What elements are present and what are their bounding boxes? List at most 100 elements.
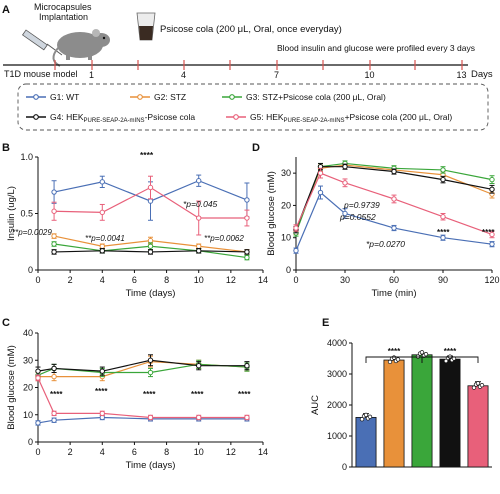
legend-item-g5: G5: HEKPURE-SEAP-2A-mINS+Psicose cola (2…	[226, 112, 452, 124]
x-tick-label: 14	[258, 275, 268, 285]
series-line	[295, 166, 493, 230]
data-point	[147, 249, 154, 255]
panel-a: A Microcapsules Implantation Psicose col…	[2, 2, 493, 131]
replicate-point	[475, 381, 481, 386]
x-tick-label: 10	[194, 275, 204, 285]
syringe-icon	[22, 29, 63, 56]
chart-auc: 0 1000 2000 3000 4000 AUC **** ****	[310, 338, 492, 472]
data-point	[51, 417, 57, 423]
legend-marker-g5	[233, 114, 239, 120]
mouse-icon	[52, 29, 110, 67]
data-point	[440, 176, 446, 183]
annotation: ****	[143, 390, 156, 399]
x-tick-label: 8	[164, 447, 169, 457]
x-tick-label: 4	[100, 275, 105, 285]
legend-main: HEK	[66, 112, 84, 122]
y-tick-label: 0	[28, 265, 33, 275]
days-label: Days	[471, 69, 493, 80]
legend-tail: -Psicose cola	[145, 112, 196, 122]
legend-main: HEK	[266, 112, 284, 122]
x-tick-label: 4	[100, 447, 105, 457]
replicate-point	[391, 355, 397, 360]
data-point	[51, 249, 57, 255]
y-tick-label: 20	[23, 383, 33, 393]
legend-marker-g2	[137, 94, 143, 100]
annotation: ****	[95, 387, 108, 396]
data-point	[489, 186, 495, 192]
data-point	[147, 184, 154, 191]
series-g2	[35, 355, 250, 382]
replicate-point	[443, 358, 449, 364]
series-line	[295, 191, 493, 251]
data-point	[196, 215, 202, 221]
x-tick-label: 90	[438, 275, 448, 285]
x-tick-label: 12	[226, 275, 236, 285]
replicate-point	[419, 350, 425, 355]
x-tick-label: 2	[68, 447, 73, 457]
series-line	[37, 363, 247, 376]
y-tick-label: 10	[281, 233, 291, 243]
annotation: ****	[482, 228, 495, 237]
chart-insulin: 0 2 4 6 8 10 12 14 0 0.5 1.0 Time (days) Insulin (ug…	[6, 150, 268, 299]
cola-cup-icon	[136, 12, 156, 41]
data-point	[317, 170, 324, 176]
data-point	[489, 231, 495, 238]
data-point	[391, 168, 397, 175]
y-tick-label: 40	[23, 328, 33, 338]
annotation: ****	[388, 347, 401, 356]
data-point	[440, 214, 446, 220]
bar-g3	[411, 354, 433, 468]
data-point	[196, 248, 202, 254]
series-line	[37, 377, 247, 419]
panel-b-letter: B	[2, 142, 10, 154]
data-point	[196, 243, 202, 249]
data-point	[51, 233, 57, 239]
y-tick-label: 30	[23, 355, 33, 365]
data-point	[99, 179, 105, 185]
y-tick-label: 0.5	[20, 209, 33, 219]
replicate-point	[479, 383, 485, 388]
data-point	[196, 363, 202, 369]
x-tick-label: 8	[164, 275, 169, 285]
panel-c-letter: C	[2, 317, 10, 329]
legend-main: WT	[66, 92, 79, 102]
x-tick-label: 30	[340, 275, 350, 285]
data-point	[244, 254, 250, 261]
replicate-point	[471, 385, 477, 390]
data-point	[293, 225, 299, 231]
timeline-day-label: 7	[274, 70, 279, 80]
x-tick-label: 0	[293, 275, 298, 285]
replicate-point	[359, 417, 365, 422]
data-point	[147, 243, 154, 249]
data-point	[35, 375, 41, 381]
data-point	[51, 410, 57, 417]
legend-label-g2: G2: STZ	[154, 92, 186, 102]
data-point	[196, 178, 202, 184]
model-label: T1D mouse model	[4, 69, 78, 79]
series-line	[37, 416, 247, 424]
chart-blood-glucose-ipgtt: 0 30 60 90 120 0 10 20 30 Time (min) Blood glucose…	[266, 157, 500, 299]
data-point	[99, 209, 105, 216]
y-axis-label: AUC	[310, 395, 321, 415]
data-point	[147, 357, 154, 363]
annotation: **p=0.0041	[85, 234, 125, 243]
x-tick-label: 6	[132, 275, 137, 285]
y-tick-label: 10	[23, 410, 33, 420]
panel-d-letter: D	[252, 142, 260, 154]
data-point	[196, 414, 202, 421]
legend-prefix: G5:	[250, 112, 266, 122]
data-point	[147, 414, 154, 421]
y-tick-label: 0	[28, 437, 33, 447]
annotation: p=0.9739	[343, 200, 380, 210]
replicate-point	[395, 357, 401, 362]
series-line	[37, 359, 247, 372]
data-point	[51, 365, 57, 372]
psicose-label: Psicose cola (200 μL, Oral, once everyda…	[160, 24, 342, 35]
timeline-day-label: 1	[89, 70, 94, 80]
y-tick-label: 3000	[327, 369, 347, 379]
legend-subscript: PURE-SEAP-2A-mINS	[84, 118, 145, 124]
data-point	[99, 248, 105, 254]
y-tick-label: 0	[342, 462, 347, 472]
x-tick-label: 12	[226, 447, 236, 457]
legend-prefix: G1:	[50, 92, 66, 102]
